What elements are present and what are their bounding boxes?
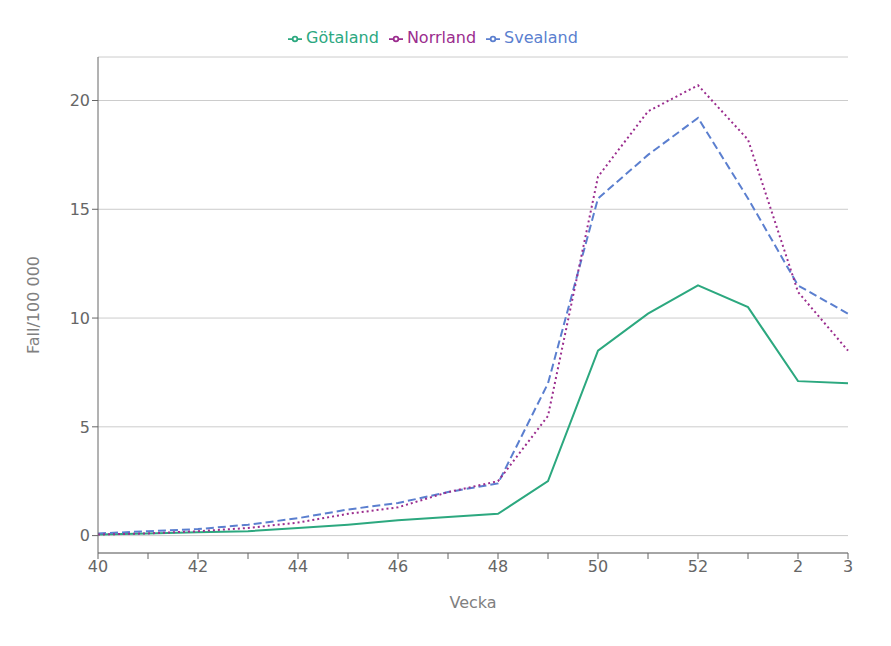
svg-text:46: 46 [388,557,408,576]
svg-text:15: 15 [70,200,90,219]
svg-text:2: 2 [793,557,803,576]
svg-text:42: 42 [188,557,208,576]
svg-text:48: 48 [488,557,508,576]
html-text:Svealand: Svealand [504,28,578,47]
html-text:Norrland: Norrland [406,28,477,47]
svg-text:Fall/100 000: Fall/100 000 [24,256,43,354]
svg-text:5: 5 [80,418,90,437]
svg-text:52: 52 [688,557,708,576]
svg-text:20: 20 [70,91,90,110]
svg-text:3: 3 [843,557,853,576]
svg-text:50: 50 [588,557,608,576]
svg-text:10: 10 [70,309,90,328]
svg-text:0: 0 [80,526,90,545]
svg-text:44: 44 [288,557,308,576]
svg-text:40: 40 [88,557,108,576]
svg-text:Vecka: Vecka [449,593,496,612]
html-text:Götaland: Götaland [306,28,379,47]
